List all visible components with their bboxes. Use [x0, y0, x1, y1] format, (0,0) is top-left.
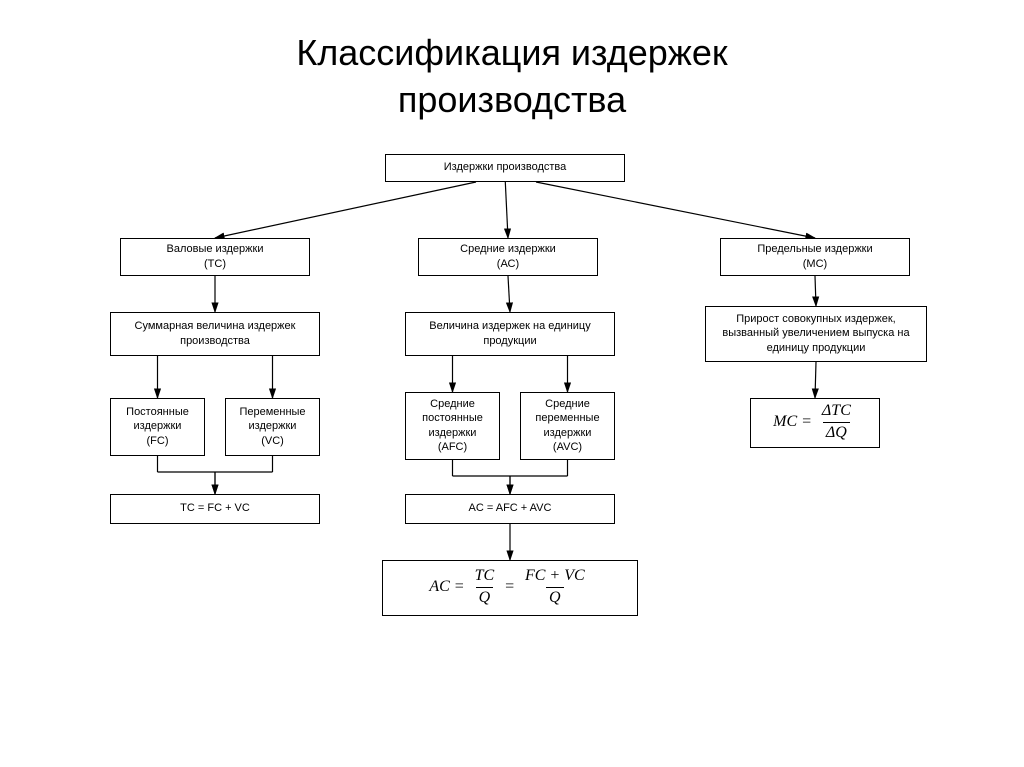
page-title: Классификация издержек производства — [0, 0, 1024, 124]
mc-formula-content: MC = ΔTCΔQ — [773, 401, 857, 444]
node-mc_formula: MC = ΔTCΔQ — [750, 398, 880, 448]
node-ac: Средние издержки(АС) — [418, 238, 598, 276]
flowchart: Издержки производства Валовые издержки(ТС… — [0, 144, 1024, 724]
node-label: Величина издержек на единицупродукции — [429, 319, 590, 348]
node-label: Постоянныеиздержки(FC) — [126, 405, 189, 448]
node-vc: Переменныеиздержки(VC) — [225, 398, 320, 456]
node-tc_desc: Суммарная величина издержекпроизводства — [110, 312, 320, 356]
node-label: Средниепеременныеиздержки(AVC) — [535, 397, 599, 454]
node-label: TC = FC + VC — [180, 501, 250, 515]
node-avc: Средниепеременныеиздержки(AVC) — [520, 392, 615, 460]
node-label: Валовые издержки(ТС) — [167, 242, 264, 271]
node-mc_desc: Прирост совокупных издержек,вызванный ув… — [705, 306, 927, 362]
title-line2: производства — [398, 79, 626, 120]
node-mc: Предельные издержки(МС) — [720, 238, 910, 276]
title-line1: Классификация издержек — [296, 32, 727, 73]
node-label: Переменныеиздержки(VC) — [239, 405, 305, 448]
ac-formula-content: AC = TCQ = FC + VCQ — [429, 566, 590, 609]
node-ac_formula_txt: AC = AFC + AVC — [405, 494, 615, 524]
node-tc_formula_txt: TC = FC + VC — [110, 494, 320, 524]
node-label: Суммарная величина издержекпроизводства — [135, 319, 296, 348]
node-label: Средние издержки(АС) — [460, 242, 556, 271]
node-label: AC = AFC + AVC — [469, 501, 552, 515]
node-label: Средниепостоянныеиздержки(AFC) — [422, 397, 483, 454]
node-afc: Средниепостоянныеиздержки(AFC) — [405, 392, 500, 460]
node-fc: Постоянныеиздержки(FC) — [110, 398, 205, 456]
node-ac_big_formula: AC = TCQ = FC + VCQ — [382, 560, 638, 616]
node-label: Издержки производства — [444, 160, 567, 174]
node-root: Издержки производства — [385, 154, 625, 182]
node-label: Предельные издержки(МС) — [757, 242, 872, 271]
node-label: Прирост совокупных издержек,вызванный ув… — [722, 312, 909, 355]
node-ac_desc: Величина издержек на единицупродукции — [405, 312, 615, 356]
node-tc: Валовые издержки(ТС) — [120, 238, 310, 276]
